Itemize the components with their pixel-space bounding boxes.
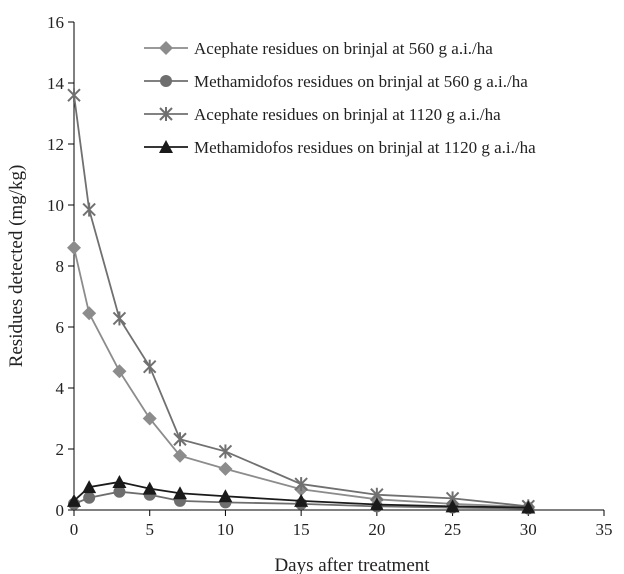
y-tick-label: 2 <box>56 440 65 459</box>
triangle-marker <box>159 140 173 153</box>
circle-marker <box>113 485 126 498</box>
x-tick-label: 0 <box>70 520 79 539</box>
circle-marker <box>160 75 172 87</box>
x-tick-label: 10 <box>217 520 234 539</box>
x-tick-label: 35 <box>596 520 613 539</box>
series-line <box>73 247 529 508</box>
legend-entry-1: Acephate residues on brinjal at 560 g a.… <box>144 39 493 58</box>
triangle-marker <box>218 489 233 503</box>
star-marker <box>112 311 127 326</box>
diamond-marker <box>67 240 81 255</box>
legend-label: Methamidofos residues on brinjal at 1120… <box>194 138 536 157</box>
star-marker <box>67 88 81 103</box>
legend-label: Acephate residues on brinjal at 560 g a.… <box>194 39 493 58</box>
triangle-marker <box>142 481 157 495</box>
series-line <box>73 95 529 508</box>
star-marker <box>143 359 157 374</box>
y-tick-label: 4 <box>56 379 65 398</box>
series-line <box>73 481 529 509</box>
y-tick-label: 0 <box>56 501 65 520</box>
triangle-marker <box>82 480 97 494</box>
star-marker <box>218 444 233 459</box>
y-tick-label: 8 <box>56 257 65 276</box>
triangle-marker <box>67 493 81 507</box>
chart-series <box>67 88 536 515</box>
triangle-marker <box>369 497 384 511</box>
diamond-marker <box>159 41 173 55</box>
y-tick-label: 12 <box>47 135 64 154</box>
x-tick-label: 5 <box>145 520 154 539</box>
x-tick-label: 20 <box>368 520 385 539</box>
series-line <box>73 490 529 510</box>
y-tick-label: 16 <box>47 13 64 32</box>
triangle-marker <box>112 474 127 488</box>
y-axis-label: Residues detected (mg/kg) <box>6 165 27 368</box>
series-1 <box>67 240 536 514</box>
y-tick-label: 10 <box>47 196 64 215</box>
x-axis-label: Days after treatment <box>274 555 430 574</box>
triangle-marker <box>521 500 536 514</box>
x-tick-label: 25 <box>444 520 461 539</box>
triangle-marker <box>445 499 460 513</box>
diamond-marker <box>142 411 157 426</box>
star-marker <box>294 477 308 492</box>
diamond-marker <box>173 448 187 463</box>
series-4 <box>67 474 536 514</box>
diamond-marker <box>112 364 127 379</box>
diamond-marker <box>218 461 233 476</box>
star-marker <box>173 432 187 447</box>
legend-entry-3: Acephate residues on brinjal at 1120 g a… <box>144 105 501 124</box>
legend-entry-4: Methamidofos residues on brinjal at 1120… <box>144 138 536 157</box>
legend-label: Methamidofos residues on brinjal at 560 … <box>194 72 528 91</box>
triangle-marker <box>173 486 187 500</box>
triangle-marker <box>294 493 309 507</box>
star-marker <box>159 107 173 121</box>
x-tick-label: 30 <box>520 520 537 539</box>
star-marker <box>82 202 96 217</box>
diamond-marker <box>82 306 97 321</box>
x-tick-label: 15 <box>293 520 310 539</box>
legend-entry-2: Methamidofos residues on brinjal at 560 … <box>144 72 528 91</box>
y-tick-label: 6 <box>56 318 65 337</box>
y-tick-label: 14 <box>47 74 65 93</box>
legend-label: Acephate residues on brinjal at 1120 g a… <box>194 105 501 124</box>
circle-marker <box>83 491 96 504</box>
chart-axes: 0 2 4 6 8 10 12 14 16 0 5 10 15 20 25 30 35 <box>47 13 613 539</box>
chart-legend: Acephate residues on brinjal at 560 g a.… <box>144 39 536 157</box>
